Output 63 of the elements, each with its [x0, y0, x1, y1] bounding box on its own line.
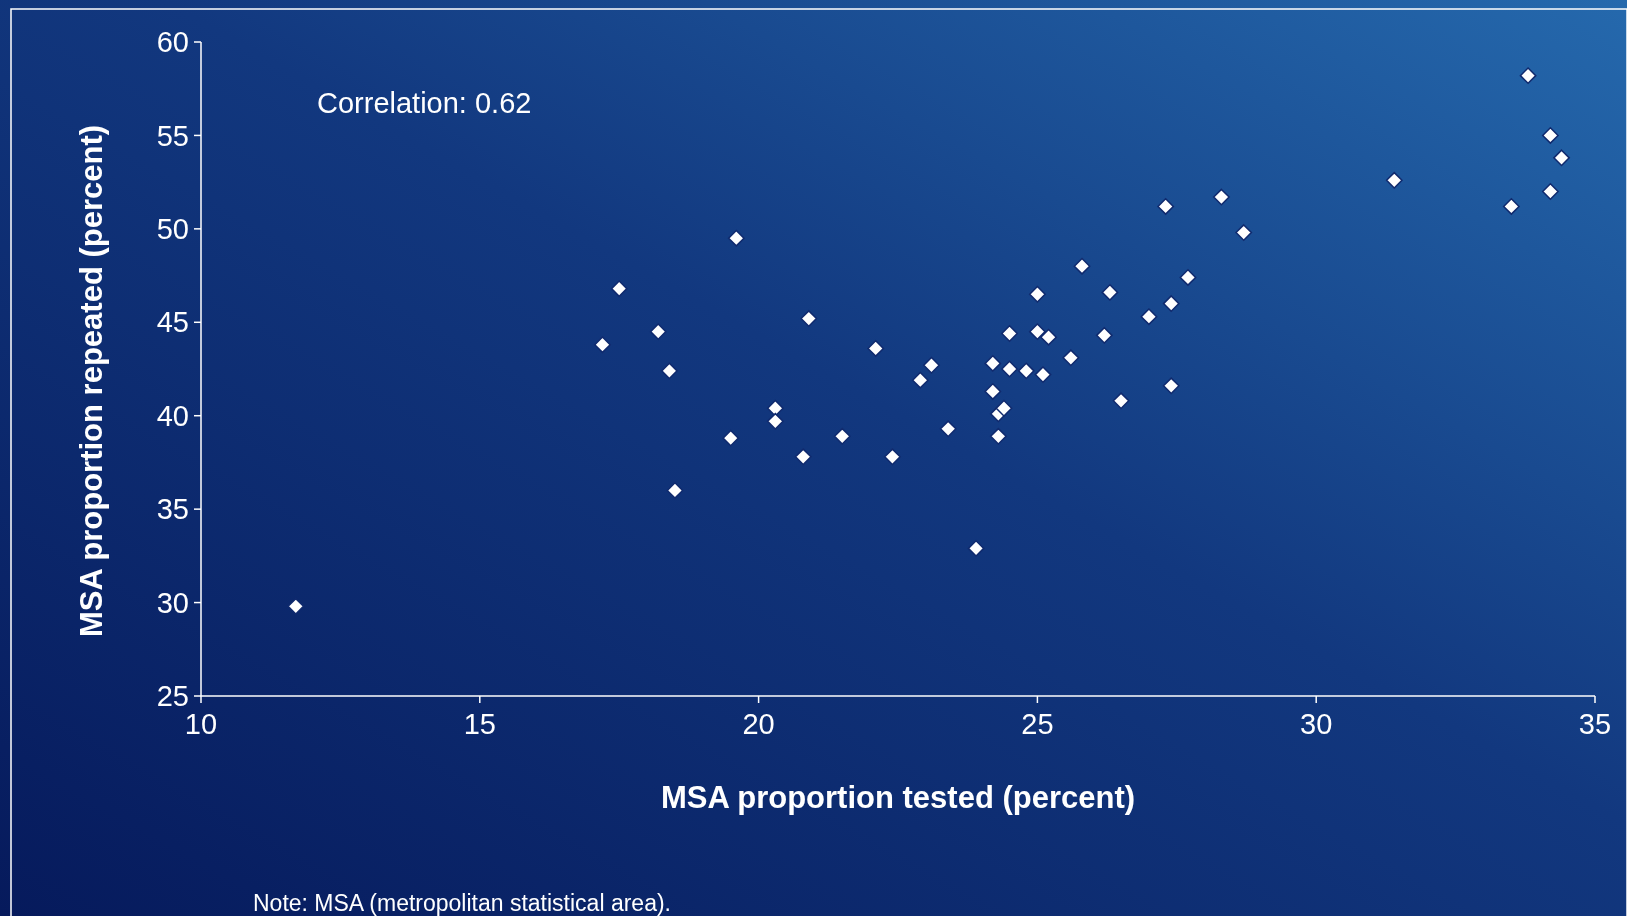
- point: [1212, 188, 1230, 206]
- point: [1140, 308, 1158, 326]
- point: [984, 354, 1002, 372]
- point: [1162, 295, 1180, 313]
- y-axis-title: MSA proportion repeated (percent): [74, 124, 109, 638]
- point: [1101, 283, 1119, 301]
- point: [1001, 360, 1018, 378]
- y-tick-label: 45: [156, 306, 189, 339]
- point: [1112, 392, 1130, 410]
- point: [1553, 149, 1570, 167]
- point: [594, 336, 611, 354]
- point: [911, 371, 929, 389]
- point: [1385, 171, 1403, 189]
- y-tick-label: 35: [156, 493, 189, 526]
- point: [1028, 285, 1046, 303]
- y-tick-label: 50: [156, 213, 189, 246]
- point: [1001, 325, 1018, 342]
- point: [1157, 198, 1175, 215]
- point: [1541, 127, 1559, 144]
- y-tick-label: 40: [156, 399, 189, 432]
- point: [967, 539, 985, 557]
- point: [995, 399, 1013, 417]
- point: [794, 448, 812, 466]
- point: [1028, 323, 1046, 341]
- point: [1235, 224, 1253, 242]
- point: [610, 280, 628, 298]
- point: [939, 420, 957, 438]
- point: [1073, 257, 1091, 275]
- point: [1502, 198, 1520, 215]
- y-tick-label: 60: [156, 26, 189, 59]
- point: [923, 356, 940, 374]
- point: [1095, 326, 1113, 344]
- point: [1040, 328, 1057, 346]
- point: [1062, 349, 1080, 367]
- point: [833, 427, 851, 445]
- point: [722, 429, 740, 447]
- x-tick-label: 20: [742, 708, 775, 740]
- point: [1179, 269, 1197, 286]
- point: [1017, 362, 1035, 380]
- point: [660, 362, 678, 380]
- y-tick-label: 55: [156, 119, 189, 152]
- point: [1541, 183, 1559, 200]
- x-tick-label: 25: [1021, 708, 1054, 740]
- point: [766, 399, 784, 417]
- point: [884, 448, 901, 466]
- point: [867, 340, 885, 357]
- point: [800, 310, 818, 327]
- annotation: Correlation: 0.62: [317, 87, 532, 119]
- point: [766, 412, 784, 430]
- x-axis-title: MSA proportion tested (percent): [660, 780, 1136, 815]
- point: [989, 427, 1007, 445]
- point: [984, 383, 1002, 400]
- point: [666, 482, 684, 499]
- text: Note: MSA (metropolitan statistical area).: [253, 890, 671, 916]
- point: [1034, 366, 1052, 384]
- y-tick-label: 30: [156, 586, 189, 619]
- point: [727, 229, 745, 247]
- x-tick-label: 15: [463, 708, 496, 740]
- point: [1162, 377, 1180, 395]
- point: [1519, 67, 1537, 85]
- point: [649, 323, 667, 341]
- x-tick-label: 30: [1300, 708, 1333, 740]
- x-tick-label: 35: [1578, 708, 1612, 740]
